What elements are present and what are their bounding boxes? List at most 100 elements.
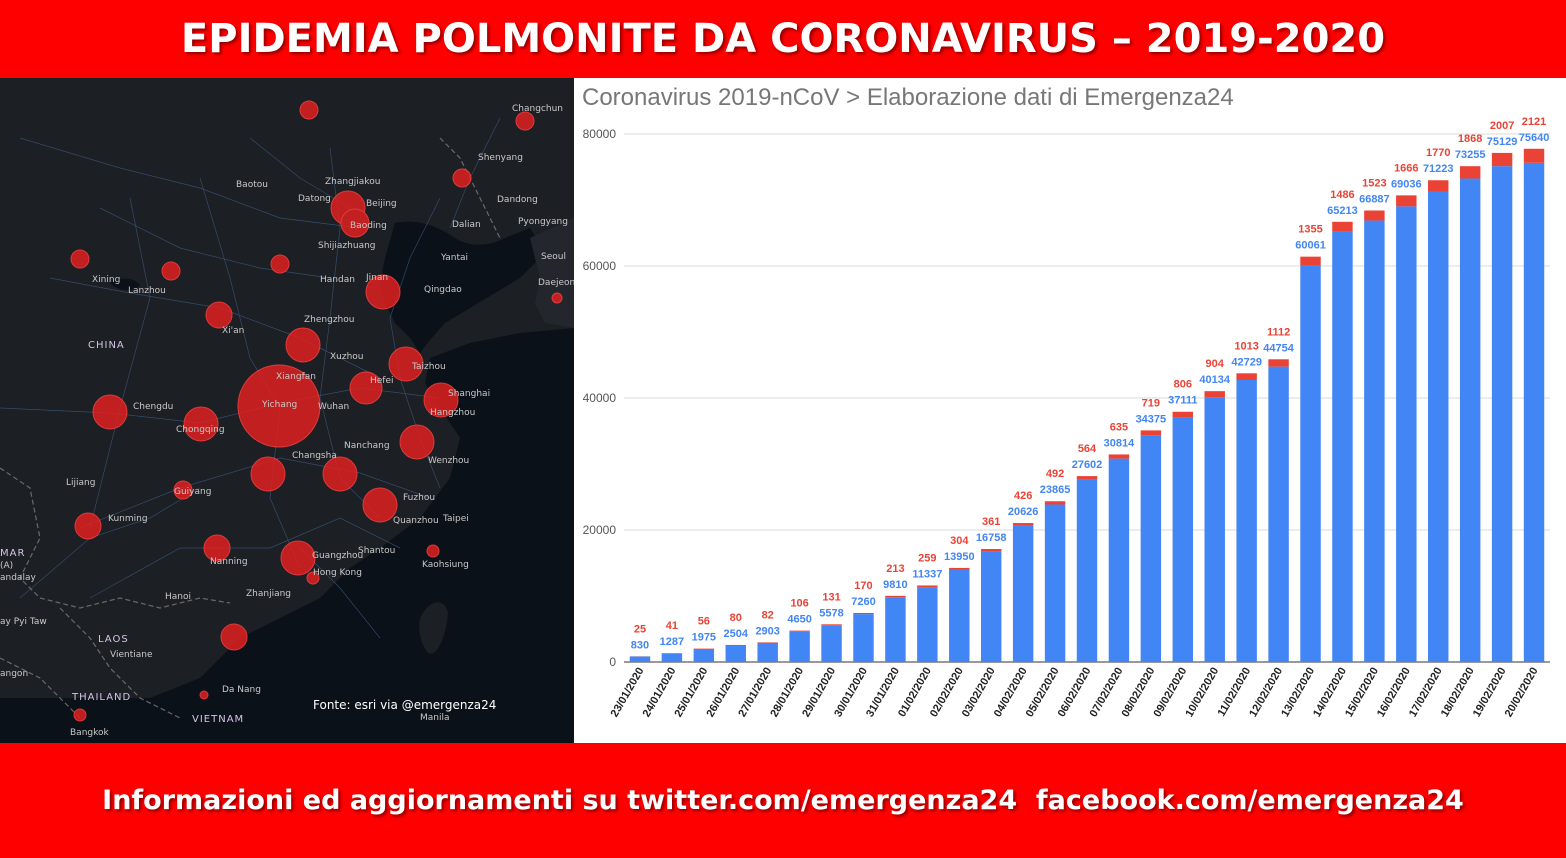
data-label-deaths: 25 — [634, 623, 646, 635]
map-label: Xi'an — [222, 326, 244, 336]
bar-confirmed — [1204, 397, 1225, 662]
data-label-confirmed: 60061 — [1295, 240, 1326, 252]
bar-deaths — [1044, 501, 1066, 505]
bar-deaths — [789, 630, 810, 632]
data-label-deaths: 635 — [1110, 421, 1128, 433]
bar-confirmed — [917, 587, 938, 662]
bar-confirmed — [821, 625, 842, 662]
map-label: Vientiane — [110, 650, 153, 660]
data-label-deaths: 56 — [698, 616, 710, 628]
bar-deaths — [917, 585, 938, 588]
data-label-deaths: 904 — [1206, 358, 1225, 370]
data-label-deaths: 564 — [1078, 443, 1097, 455]
data-label-deaths: 426 — [1014, 490, 1032, 502]
data-label-confirmed: 1975 — [692, 632, 716, 644]
data-label-confirmed: 2504 — [724, 628, 749, 640]
data-label-confirmed: 16758 — [976, 532, 1007, 544]
map-label: Zhanjiang — [246, 589, 291, 599]
map-label: Bangkok — [70, 728, 110, 738]
map-label: Hong Kong — [313, 568, 362, 578]
data-label-deaths: 719 — [1142, 397, 1160, 409]
map-label: LAOS — [98, 634, 129, 645]
map-label: Seoul — [541, 252, 566, 262]
map-label: Dalian — [452, 220, 481, 230]
map-label: Baoding — [350, 221, 387, 231]
data-label-confirmed: 23865 — [1040, 484, 1071, 496]
data-label-deaths: 304 — [950, 535, 969, 547]
footer-banner: Informazioni ed aggiornamenti su twitter… — [0, 743, 1566, 858]
bar-deaths — [1364, 210, 1385, 221]
bar-deaths — [949, 567, 970, 570]
data-label-confirmed: 1287 — [660, 636, 684, 648]
map-label: Nanning — [210, 557, 248, 567]
map-label: Da Nang — [222, 685, 261, 695]
map-label: Lijiang — [66, 478, 95, 488]
bar-deaths — [1012, 523, 1034, 526]
bar-deaths — [1076, 476, 1098, 480]
map-label: Beijing — [366, 199, 397, 209]
map-credit: Fonte: esri via @emergenza24 — [313, 698, 497, 712]
bar-confirmed — [1459, 178, 1481, 662]
data-label-confirmed: 5578 — [819, 607, 843, 619]
map-label: Hefei — [370, 376, 394, 386]
map-label: VIETNAM — [192, 714, 244, 725]
data-label-confirmed: 9810 — [883, 579, 907, 591]
bar-confirmed — [885, 597, 906, 662]
map-label: Changchun — [512, 104, 563, 114]
data-label-deaths: 259 — [918, 552, 936, 564]
data-label-deaths: 106 — [790, 598, 808, 610]
data-label-deaths: 82 — [762, 609, 774, 621]
data-label-deaths: 131 — [822, 591, 840, 603]
data-label-confirmed: 830 — [631, 639, 649, 651]
map-label: THAILAND — [71, 692, 131, 703]
data-label-confirmed: 37111 — [1168, 395, 1197, 407]
bar-confirmed — [1076, 479, 1098, 662]
bar-deaths — [1300, 256, 1321, 266]
map-label: Lanzhou — [128, 286, 166, 296]
bar-confirmed — [1523, 162, 1545, 662]
map-label: Handan — [320, 275, 355, 285]
bar-confirmed — [1364, 220, 1385, 662]
bar-deaths — [1268, 359, 1289, 367]
map-label: Xiangfan — [276, 372, 316, 382]
data-label-confirmed: 34375 — [1136, 413, 1167, 425]
data-label-deaths: 1112 — [1267, 326, 1290, 338]
bar-deaths — [1204, 391, 1225, 398]
data-label-deaths: 1770 — [1426, 147, 1450, 159]
data-label-deaths: 1523 — [1362, 177, 1386, 189]
y-tick-label: 0 — [609, 655, 616, 669]
y-tick-label: 40000 — [583, 391, 617, 405]
y-tick-label: 20000 — [583, 523, 617, 537]
map-label: (A) — [0, 561, 13, 571]
data-label-deaths: 41 — [666, 620, 678, 632]
data-label-deaths: 492 — [1046, 468, 1064, 480]
map-panel: Changchun Shenyang Baotou Zhangjiakou Datong… — [0, 78, 574, 743]
bar-confirmed — [1108, 458, 1130, 662]
map-label: Wuhan — [318, 402, 349, 412]
map-label: Hanoi — [165, 592, 191, 602]
data-label-deaths: 170 — [854, 580, 872, 592]
bar-deaths — [725, 644, 746, 646]
bar-deaths — [821, 624, 842, 626]
x-tick-label: 20/02/2020 — [1503, 666, 1541, 720]
bar-deaths — [1459, 166, 1481, 179]
bar-deaths — [1332, 221, 1353, 232]
map-label: Chengdu — [133, 402, 173, 412]
map-label: Zhangjiakou — [325, 177, 380, 187]
map-label: Shenyang — [478, 153, 523, 163]
map-label: Guiyang — [174, 487, 211, 497]
map-label: Xuzhou — [330, 352, 364, 362]
bar-confirmed — [757, 642, 778, 662]
bar-deaths — [1428, 180, 1449, 192]
bar-confirmed — [1268, 366, 1289, 662]
data-label-confirmed: 30814 — [1104, 437, 1135, 449]
bar-deaths — [980, 549, 1002, 552]
data-label-confirmed: 65213 — [1327, 205, 1358, 217]
bar-confirmed — [1236, 379, 1257, 662]
data-label-deaths: 80 — [730, 612, 742, 624]
map-label: angon — [0, 669, 28, 679]
data-label-confirmed: 73255 — [1455, 149, 1486, 161]
bar-confirmed — [949, 569, 970, 662]
data-label-deaths: 2007 — [1490, 120, 1514, 132]
bar-deaths — [1236, 373, 1257, 380]
